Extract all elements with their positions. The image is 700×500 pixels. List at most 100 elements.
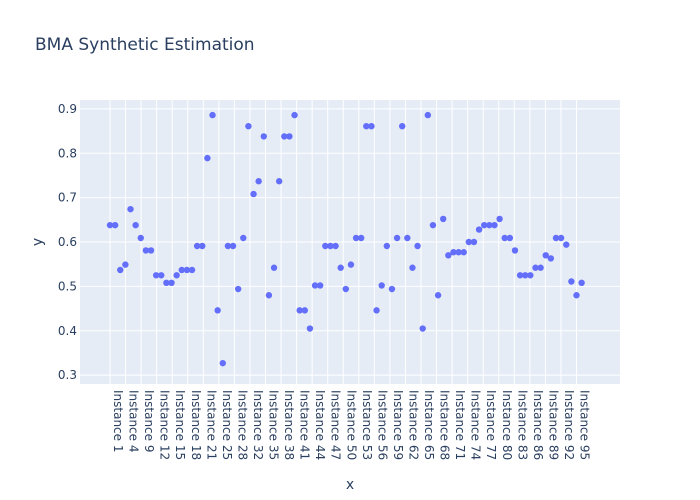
data-point[interactable] (214, 307, 221, 314)
data-point[interactable] (363, 122, 370, 130)
x-tick-label: Instance 50 (344, 390, 358, 460)
data-point[interactable] (532, 264, 539, 271)
data-point[interactable] (511, 247, 519, 254)
data-point[interactable] (281, 133, 288, 140)
data-point[interactable] (481, 221, 488, 229)
data-point[interactable] (142, 247, 150, 254)
data-point[interactable] (460, 249, 467, 256)
x-tick-label: Instance 44 (313, 390, 327, 460)
x-tick-label: Instance 9 (142, 390, 156, 453)
data-point[interactable] (516, 272, 524, 279)
data-point[interactable] (117, 266, 124, 274)
data-point[interactable] (455, 249, 462, 256)
data-point[interactable] (388, 285, 396, 293)
data-point[interactable] (178, 266, 185, 274)
gridlines (80, 100, 620, 384)
data-point[interactable] (224, 242, 232, 250)
data-point[interactable] (547, 255, 555, 262)
data-point[interactable] (311, 282, 319, 289)
data-point[interactable] (434, 292, 442, 299)
data-point[interactable] (199, 242, 206, 250)
data-point[interactable] (429, 221, 437, 229)
data-point[interactable] (414, 242, 421, 250)
data-point[interactable] (275, 178, 283, 185)
data-point[interactable] (491, 221, 498, 229)
data-point[interactable] (352, 234, 360, 242)
data-point[interactable] (240, 234, 247, 242)
data-point[interactable] (106, 221, 114, 229)
data-point[interactable] (265, 292, 273, 299)
data-point[interactable] (501, 234, 508, 242)
data-point[interactable] (183, 266, 191, 274)
data-point[interactable] (486, 221, 493, 229)
data-point[interactable] (368, 122, 375, 130)
data-point[interactable] (409, 264, 416, 271)
data-point[interactable] (342, 285, 350, 293)
data-point[interactable] (204, 154, 211, 162)
data-point[interactable] (578, 279, 585, 287)
data-point[interactable] (255, 178, 262, 185)
data-point[interactable] (465, 238, 473, 246)
data-point[interactable] (188, 266, 196, 274)
data-point[interactable] (306, 325, 314, 332)
data-point[interactable] (147, 247, 155, 254)
data-point[interactable] (163, 279, 170, 287)
y-axis-title: y (30, 238, 46, 246)
data-point[interactable] (522, 272, 529, 279)
data-point[interactable] (270, 264, 278, 271)
data-point[interactable] (419, 325, 426, 332)
data-point[interactable] (552, 234, 560, 242)
data-point[interactable] (296, 307, 303, 314)
data-point[interactable] (475, 226, 483, 233)
data-point[interactable] (250, 190, 257, 198)
data-point[interactable] (404, 234, 411, 242)
data-point[interactable] (373, 307, 380, 314)
data-point[interactable] (470, 238, 478, 246)
data-point[interactable] (316, 282, 324, 289)
data-point[interactable] (332, 242, 339, 250)
data-point[interactable] (137, 234, 144, 242)
data-point[interactable] (168, 279, 175, 287)
data-point[interactable] (573, 292, 580, 299)
data-point[interactable] (291, 111, 298, 119)
data-point[interactable] (152, 272, 160, 279)
x-tick-label: Instance 38 (282, 390, 296, 460)
data-point[interactable] (219, 359, 226, 367)
data-point[interactable] (537, 264, 544, 271)
data-point[interactable] (357, 234, 365, 242)
data-point[interactable] (122, 261, 129, 268)
data-point[interactable] (322, 242, 329, 250)
data-point[interactable] (111, 221, 119, 229)
data-point[interactable] (301, 307, 309, 314)
data-point[interactable] (383, 242, 391, 250)
data-point[interactable] (158, 272, 165, 279)
data-point[interactable] (193, 242, 201, 250)
data-point[interactable] (127, 205, 134, 213)
data-point[interactable] (399, 122, 406, 130)
data-point[interactable] (173, 272, 180, 279)
data-point[interactable] (445, 252, 452, 259)
data-point[interactable] (260, 133, 267, 140)
data-point[interactable] (557, 234, 565, 242)
data-point[interactable] (327, 242, 334, 250)
data-point[interactable] (506, 234, 514, 242)
data-point[interactable] (440, 215, 447, 223)
data-point[interactable] (393, 234, 401, 242)
data-point[interactable] (378, 282, 385, 289)
data-point[interactable] (234, 285, 242, 293)
data-point[interactable] (568, 278, 575, 285)
data-point[interactable] (542, 252, 549, 259)
data-point[interactable] (286, 133, 293, 140)
data-point[interactable] (527, 272, 534, 279)
data-point[interactable] (229, 242, 237, 250)
data-point[interactable] (347, 261, 355, 268)
data-point[interactable] (132, 221, 139, 229)
data-point[interactable] (496, 215, 503, 223)
data-point[interactable] (450, 249, 457, 256)
data-point[interactable] (424, 111, 432, 119)
data-point[interactable] (209, 111, 216, 119)
data-point[interactable] (337, 264, 344, 271)
data-point[interactable] (563, 241, 570, 248)
data-point[interactable] (245, 122, 252, 130)
